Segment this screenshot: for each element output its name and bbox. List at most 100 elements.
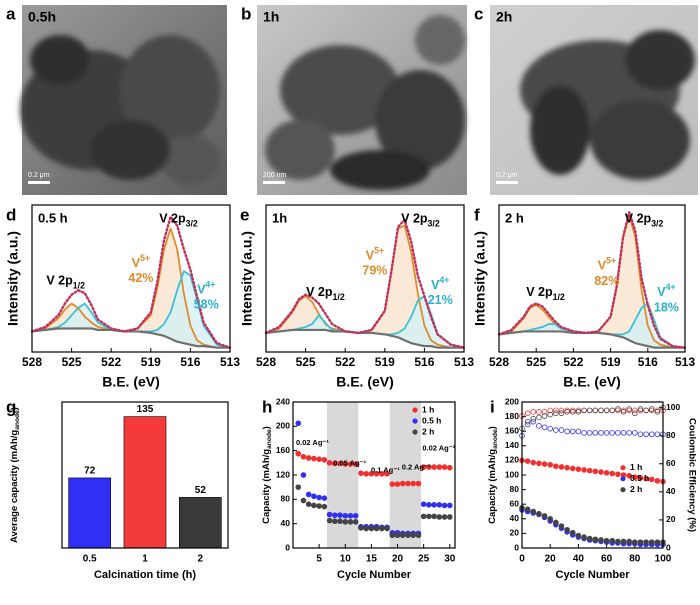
marker-hollow <box>569 428 576 435</box>
y2-tick-label: 100 <box>666 402 680 412</box>
y-tick-label: 200 <box>505 396 519 406</box>
text-part: anode <box>266 429 273 449</box>
marker <box>426 502 432 508</box>
text-part: anode <box>492 429 499 449</box>
marker <box>410 480 416 487</box>
y2-tick-label: 20 <box>666 514 676 524</box>
panel-letter: c <box>474 4 483 23</box>
shaded-region <box>389 402 422 548</box>
annotation-percent: 42% <box>128 271 153 285</box>
annotation: V4+ <box>657 283 675 300</box>
text-part: ) <box>487 426 498 429</box>
text-part: 5+ <box>140 253 150 263</box>
x-tick-label: 30 <box>444 554 456 565</box>
marker-hollow <box>581 407 587 414</box>
marker <box>524 506 531 513</box>
y-tick-label: 240 <box>276 396 290 406</box>
text-part: ) <box>261 426 272 429</box>
marker <box>598 537 604 543</box>
x-tick-label: 528 <box>22 355 42 369</box>
marker-hollow <box>547 411 553 418</box>
legend-label: 1 h <box>630 462 642 472</box>
y-tick-label: 40 <box>510 513 520 523</box>
marker <box>431 502 437 508</box>
marker <box>541 513 548 519</box>
y2-tick-label: 40 <box>666 486 676 496</box>
plot-frame <box>498 204 686 353</box>
image-caption: 1h <box>263 9 279 25</box>
marker <box>446 514 453 520</box>
annotation: V5+ <box>366 246 384 263</box>
marker <box>626 472 632 479</box>
x-tick-label: 525 <box>296 355 316 369</box>
marker <box>524 458 531 464</box>
fit-curve <box>497 330 687 349</box>
marker-hollow <box>631 407 638 414</box>
x-tick-label: 516 <box>638 355 658 369</box>
y-tick-label: 60 <box>510 498 520 508</box>
x-tick-label: 516 <box>414 355 434 369</box>
marker <box>581 467 587 473</box>
marker <box>342 461 349 467</box>
x-tick-label: 5 <box>316 554 322 565</box>
marker-hollow <box>564 409 570 415</box>
marker <box>410 532 416 539</box>
marker-hollow <box>575 409 582 415</box>
text-part: anode <box>14 410 21 430</box>
marker <box>316 456 322 462</box>
marker-hollow <box>598 430 604 436</box>
marker <box>295 450 302 457</box>
marker <box>352 519 359 525</box>
panel-letter: a <box>6 4 16 23</box>
tem-image-c <box>490 5 698 195</box>
marker-hollow <box>547 407 553 414</box>
x-tick-label: 60 <box>601 554 613 565</box>
marker <box>415 532 422 539</box>
y-axis-label: Capacity (mAh/ganode) <box>487 426 500 524</box>
marker-hollow <box>524 421 531 428</box>
y-tick-label: 200 <box>276 421 290 431</box>
x-tick-label: 528 <box>489 355 509 369</box>
scale-label: 0.2 μm <box>496 172 518 179</box>
x-tick-label: 25 <box>418 554 430 565</box>
marker <box>337 460 343 467</box>
legend-marker <box>412 429 418 435</box>
text-part: 5+ <box>374 246 384 256</box>
data-curve <box>264 218 466 349</box>
legend-marker <box>412 418 418 424</box>
legend-marker <box>620 465 626 471</box>
marker-hollow <box>536 423 542 429</box>
marker-hollow <box>553 427 559 433</box>
marker <box>654 478 661 484</box>
tem-image-a <box>20 5 227 195</box>
marker <box>648 476 655 483</box>
marker <box>648 539 655 545</box>
marker <box>564 526 570 533</box>
marker <box>316 494 322 501</box>
marker <box>358 470 364 476</box>
x-tick-label: 513 <box>454 355 474 369</box>
text-part: V 2p <box>526 285 553 299</box>
marker <box>637 475 644 481</box>
marker <box>295 484 302 490</box>
marker-hollow <box>598 407 604 414</box>
marker <box>626 538 632 545</box>
marker <box>326 517 333 524</box>
shaded-region <box>326 402 359 548</box>
marker <box>446 502 453 509</box>
y-tick-label: 160 <box>276 445 290 455</box>
marker-hollow <box>631 410 638 417</box>
marker <box>547 461 553 468</box>
marker-hollow <box>637 406 644 412</box>
text-part: V <box>431 278 440 292</box>
y-tick-label: 80 <box>510 484 520 494</box>
marker <box>352 512 359 519</box>
annotation: V5+ <box>132 253 150 270</box>
marker <box>311 493 317 500</box>
marker <box>305 455 312 461</box>
x-tick-label: 20 <box>545 554 557 565</box>
x-tick-label: 40 <box>573 554 585 565</box>
annotation: V4+ <box>197 280 215 297</box>
annotation: V 2p3/2 <box>401 212 440 229</box>
bar <box>68 477 111 549</box>
